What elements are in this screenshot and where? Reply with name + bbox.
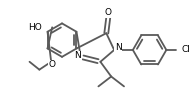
Text: O: O xyxy=(49,60,56,69)
Text: N: N xyxy=(115,44,121,53)
Text: N: N xyxy=(74,51,81,60)
Text: Cl: Cl xyxy=(181,46,190,54)
Text: HO: HO xyxy=(29,23,42,32)
Text: O: O xyxy=(105,8,112,17)
